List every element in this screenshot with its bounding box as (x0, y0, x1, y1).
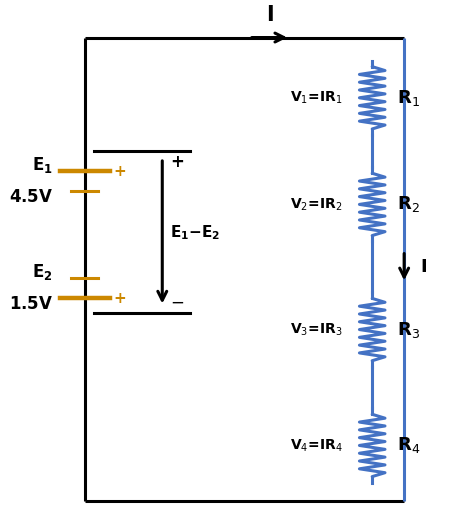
Text: +: + (113, 164, 126, 179)
Text: $\mathbf{E_1}$$\mathbf{-E_2}$: $\mathbf{E_1}$$\mathbf{-E_2}$ (171, 223, 221, 242)
Text: V$_1$=IR$_1$: V$_1$=IR$_1$ (290, 90, 343, 106)
Text: R$_3$: R$_3$ (397, 319, 420, 340)
Text: R$_2$: R$_2$ (397, 194, 420, 215)
Text: +: + (171, 153, 184, 171)
Text: $\mathbf{I}$: $\mathbf{I}$ (420, 258, 427, 276)
Text: $\mathbf{1.5V}$: $\mathbf{1.5V}$ (9, 295, 53, 313)
Text: $\mathbf{I}$: $\mathbf{I}$ (265, 5, 273, 24)
Text: $-$: $-$ (171, 293, 185, 311)
Text: R$_4$: R$_4$ (397, 436, 420, 455)
Text: V$_2$=IR$_2$: V$_2$=IR$_2$ (290, 196, 343, 213)
Text: +: + (113, 291, 126, 305)
Text: V$_4$=IR$_4$: V$_4$=IR$_4$ (290, 437, 343, 454)
Text: V$_3$=IR$_3$: V$_3$=IR$_3$ (290, 321, 343, 338)
Text: $\mathbf{E_2}$: $\mathbf{E_2}$ (32, 262, 53, 282)
Text: R$_1$: R$_1$ (397, 88, 420, 108)
Text: $\mathbf{4.5V}$: $\mathbf{4.5V}$ (9, 189, 53, 206)
Text: $\mathbf{E_1}$: $\mathbf{E_1}$ (32, 155, 53, 175)
